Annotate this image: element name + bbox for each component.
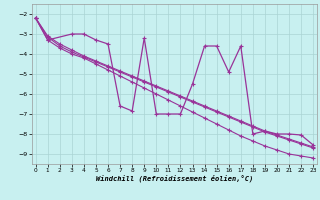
X-axis label: Windchill (Refroidissement éolien,°C): Windchill (Refroidissement éolien,°C): [96, 175, 253, 182]
